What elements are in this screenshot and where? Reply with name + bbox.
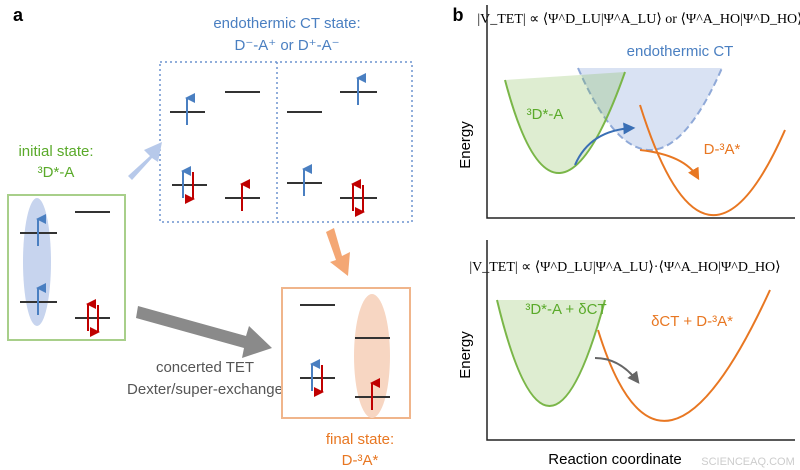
- arrow-to-final: [326, 228, 350, 276]
- relax-arrow: [639, 149, 700, 181]
- x-axis-label: Reaction coordinate: [548, 451, 681, 468]
- transfer-arrow: [594, 357, 640, 384]
- concerted-label: concerted TET: [156, 359, 254, 376]
- acceptor-curve: [597, 289, 771, 422]
- transfer-arrow: [574, 122, 636, 166]
- final-box: [281, 287, 411, 419]
- arrow-to-ct: [128, 142, 162, 180]
- panel-a: a endothermic CT state: D⁻-A⁺ or D⁺-A⁻ i…: [7, 5, 413, 469]
- ct-subtitle: D⁻-A⁺ or D⁺-A⁻: [234, 37, 339, 54]
- ct-title: endothermic CT state:: [213, 15, 360, 32]
- final-levels: [300, 304, 390, 410]
- donor-label: ³D*-A: [527, 106, 564, 123]
- axes: [486, 5, 795, 219]
- ct-label: endothermic CT: [627, 43, 734, 60]
- axes: [486, 240, 795, 441]
- acceptor-label: D-³A*: [704, 141, 741, 158]
- y-axis-label: Energy: [457, 331, 474, 379]
- final-orbital-highlight: [354, 294, 390, 418]
- initial-levels: [20, 211, 110, 337]
- panel-b: b |V_TET| ∝ ⟨Ψ^D_LU|Ψ^A_LU⟩ or ⟨Ψ^A_HO|Ψ…: [453, 5, 800, 468]
- concerted-label: Dexter/super-exchange: [127, 381, 283, 398]
- acceptor-label: δCT + D-³A*: [651, 313, 733, 330]
- y-axis-label: Energy: [457, 121, 474, 169]
- final-title: final state:: [326, 431, 394, 448]
- ct-box: [159, 61, 413, 223]
- arrow-concerted: [136, 306, 272, 358]
- panel-label: a: [13, 5, 24, 25]
- panel-label: b: [453, 5, 464, 25]
- ct-curve: [577, 67, 723, 151]
- initial-orbital-highlight: [23, 198, 51, 326]
- initial-subtitle: ³D*-A: [38, 164, 75, 181]
- donor-curve: [504, 71, 626, 174]
- donor-label: ³D*-A + δCT: [525, 301, 606, 318]
- equation: |V_TET| ∝ ⟨Ψ^D_LU|Ψ^A_LU⟩ or ⟨Ψ^A_HO|Ψ^D…: [477, 12, 800, 27]
- initial-box: [7, 194, 126, 341]
- initial-title: initial state:: [18, 143, 93, 160]
- equation: |V_TET| ∝ ⟨Ψ^D_LU|Ψ^A_LU⟩·⟨Ψ^A_HO|Ψ^D_HO…: [469, 260, 780, 275]
- final-subtitle: D-³A*: [342, 452, 379, 469]
- ct-levels: [170, 73, 377, 217]
- watermark: SCIENCEAQ.COM: [701, 456, 795, 468]
- donor-curve: [496, 299, 606, 407]
